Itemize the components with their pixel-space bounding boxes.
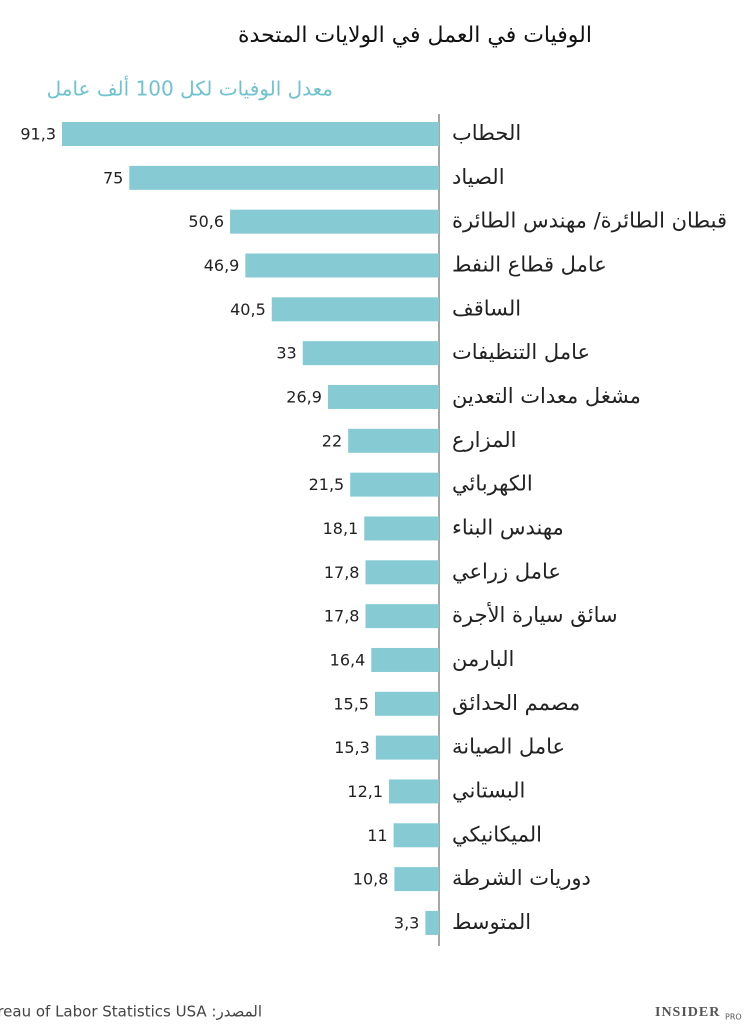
logo-tag: PRO: [725, 1013, 742, 1022]
bar: [371, 647, 439, 672]
source: المصدر: Bureau of Labor Statistics USA: [0, 1003, 262, 1021]
category-label: مشغل معدات التعدين: [452, 384, 641, 408]
value-label: 18,1: [323, 519, 359, 538]
value-label: 40,5: [230, 300, 266, 319]
category-label: عامل الصيانة: [452, 735, 565, 759]
value-label: 33: [276, 344, 296, 363]
category-label: البستاني: [452, 778, 525, 802]
value-label: 17,8: [324, 607, 360, 626]
bar: [375, 735, 439, 760]
value-label: 75: [103, 168, 123, 187]
value-label: 3,3: [394, 913, 419, 932]
logo: INSIDER: [655, 1005, 720, 1020]
value-label: 10,8: [353, 870, 389, 889]
category-label: عامل التنظيفات: [452, 340, 590, 364]
category-label: الكهربائي: [452, 472, 533, 496]
bar: [230, 209, 439, 234]
value-label: 91,3: [20, 125, 56, 144]
value-label: 15,3: [334, 738, 370, 757]
bar: [389, 779, 439, 804]
value-label: 21,5: [309, 475, 345, 494]
bar: [302, 341, 439, 366]
category-label: الساقف: [452, 296, 521, 320]
value-label: 11: [367, 826, 387, 845]
value-label: 26,9: [286, 387, 322, 406]
bar: [425, 910, 439, 935]
category-label: عامل زراعي: [452, 559, 561, 583]
value-label: 15,5: [333, 694, 369, 713]
bar: [245, 253, 439, 278]
category-label: المزارع: [452, 428, 516, 452]
category-label: المتوسط: [452, 910, 531, 934]
chart-title: الوفيات في العمل في الولايات المتحدة: [238, 23, 592, 48]
bar: [327, 384, 439, 409]
bar: [364, 516, 439, 541]
value-label: 22: [322, 431, 342, 450]
category-label: الصياد: [452, 165, 505, 189]
category-label: البارمن: [452, 647, 514, 671]
bar: [365, 604, 439, 629]
bar: [350, 472, 439, 497]
bar: [374, 691, 439, 716]
subtitle: معدل الوفيات لكل 100 ألف عامل: [47, 76, 333, 101]
category-label: عامل قطاع النفط: [452, 252, 607, 276]
category-label: الميكانيكي: [452, 822, 542, 846]
value-label: 17,8: [324, 563, 360, 582]
value-label: 46,9: [204, 256, 240, 275]
bar: [271, 297, 439, 322]
value-label: 50,6: [188, 212, 224, 231]
bar: [393, 823, 439, 848]
category-label: الحطاب: [452, 121, 521, 145]
value-label: 16,4: [330, 650, 366, 669]
category-label: مصمم الحدائق: [452, 691, 580, 716]
bar: [394, 867, 439, 892]
category-label: مهندس البناء: [452, 515, 564, 539]
category-label: سائق سيارة الأجرة: [452, 602, 618, 627]
category-label: دوريات الشرطة: [452, 866, 591, 890]
bar: [62, 122, 439, 146]
value-label: 12,1: [347, 782, 383, 801]
bar: [365, 560, 439, 585]
category-label: قبطان الطائرة/ مهندس الطائرة: [452, 209, 727, 233]
bar: [348, 428, 439, 453]
bar: [129, 165, 439, 190]
